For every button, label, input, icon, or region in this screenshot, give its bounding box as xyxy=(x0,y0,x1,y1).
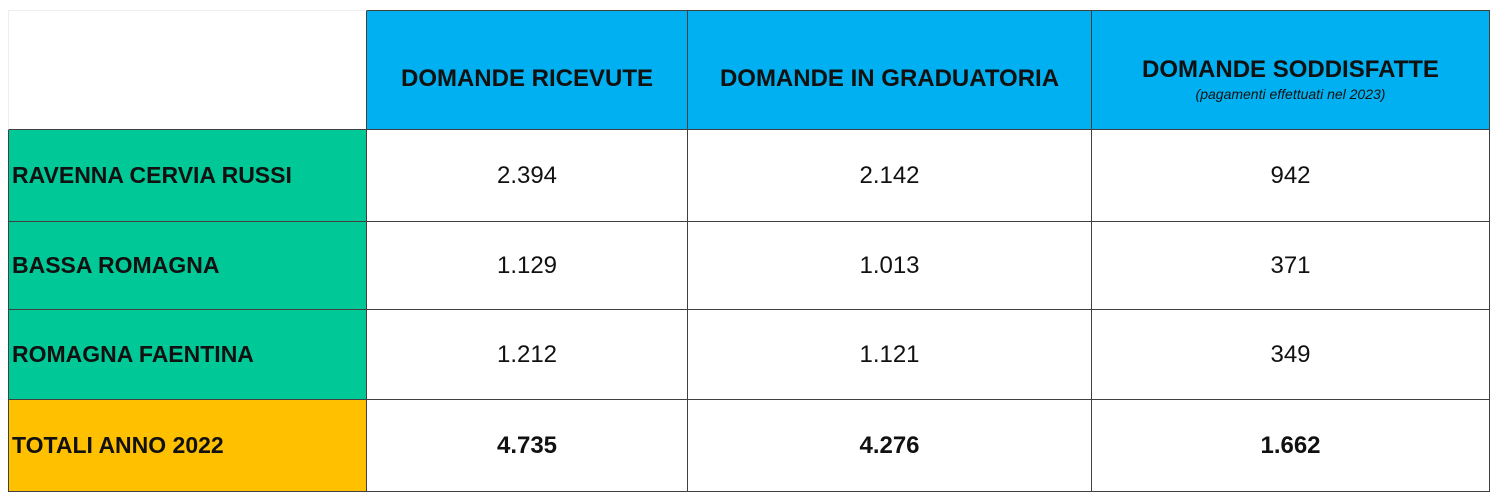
header-cell: DOMANDE RICEVUTE xyxy=(367,10,688,130)
value-cell-text: 349 xyxy=(1270,340,1311,368)
value-cell-text: 2.394 xyxy=(496,161,558,189)
value-cell-text: 942 xyxy=(1270,161,1311,189)
value-cell-text: 1.121 xyxy=(859,340,920,368)
row-label-text: BASSA ROMAGNA xyxy=(12,252,220,278)
value-cell: 2.142 xyxy=(688,130,1092,222)
header-text: DOMANDE SODDISFATTE xyxy=(1142,56,1439,83)
value-cell: 1.129 xyxy=(367,222,688,310)
header-cell: DOMANDE SODDISFATTE (pagamenti effettuati… xyxy=(1092,10,1490,130)
total-label-text: TOTALI ANNO 2022 xyxy=(12,432,224,458)
total-cell-text: 4.735 xyxy=(496,431,558,459)
value-cell: 1.013 xyxy=(688,222,1092,310)
total-cell: 4.276 xyxy=(688,400,1092,492)
table: DOMANDE RICEVUTE DOMANDE IN GRADUATORIA … xyxy=(8,10,1490,492)
row-label-text: ROMAGNA FAENTINA xyxy=(12,341,254,367)
total-cell: 4.735 xyxy=(367,400,688,492)
row-label-text: RAVENNA CERVIA RUSSI xyxy=(12,162,292,188)
value-cell: 2.394 xyxy=(367,130,688,222)
row-label: BASSA ROMAGNA xyxy=(8,222,367,310)
row-label: ROMAGNA FAENTINA xyxy=(8,310,367,400)
header-note: (pagamenti effettuati nel 2023) xyxy=(1195,86,1386,102)
value-cell: 371 xyxy=(1092,222,1490,310)
row-label: RAVENNA CERVIA RUSSI xyxy=(8,130,367,222)
value-cell: 349 xyxy=(1092,310,1490,400)
value-cell: 1.212 xyxy=(367,310,688,400)
header-text: DOMANDE RICEVUTE xyxy=(400,65,653,92)
header-text: DOMANDE IN GRADUATORIA xyxy=(719,65,1060,92)
value-cell-text: 371 xyxy=(1270,251,1311,279)
total-cell: 1.662 xyxy=(1092,400,1490,492)
value-cell: 1.121 xyxy=(688,310,1092,400)
corner-cell xyxy=(8,10,367,130)
total-label: TOTALI ANNO 2022 xyxy=(8,400,367,492)
header-cell: DOMANDE IN GRADUATORIA xyxy=(688,10,1092,130)
value-cell-text: 2.142 xyxy=(859,161,920,189)
total-cell-text: 4.276 xyxy=(859,431,920,459)
value-cell-text: 1.129 xyxy=(496,251,558,279)
value-cell: 942 xyxy=(1092,130,1490,222)
value-cell-text: 1.212 xyxy=(496,340,558,368)
total-cell-text: 1.662 xyxy=(1260,431,1321,459)
value-cell-text: 1.013 xyxy=(859,251,920,279)
